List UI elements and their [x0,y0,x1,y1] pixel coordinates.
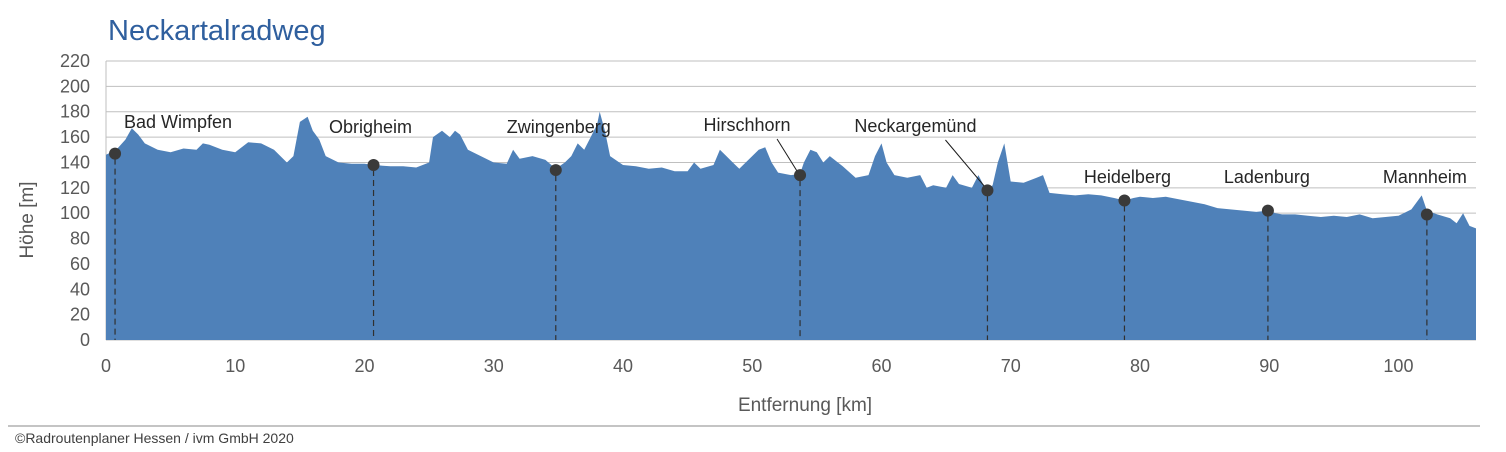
y-axis-title: Höhe [m] [17,181,38,258]
x-tick-label: 10 [225,356,245,376]
x-tick-label: 60 [871,356,891,376]
place-label: Ladenburg [1224,167,1310,187]
y-tick-label: 200 [60,76,90,96]
y-tick-label: 20 [70,305,90,325]
x-tick-label: 40 [613,356,633,376]
place-marker [109,147,122,160]
y-axis-ticks: 0 20 40 60 80 100 120 140 160 180 200 220 [60,51,90,350]
x-tick-label: 50 [742,356,762,376]
x-tick-label: 100 [1383,356,1413,376]
place-marker [981,184,994,197]
x-axis-title: Entfernung [km] [738,395,872,416]
elevation-area-layer [106,111,1476,340]
place-label: Bad Wimpfen [124,112,232,132]
x-tick-label: 80 [1130,356,1150,376]
place-leader-line [776,138,798,172]
x-tick-label: 0 [101,356,111,376]
x-tick-label: 30 [484,356,504,376]
x-axis-ticks: 0 10 20 30 40 50 60 70 80 90 100 [101,356,1413,376]
y-tick-label: 220 [60,51,90,71]
place-marker [794,169,807,182]
place-leader-line [945,139,985,187]
place-marker [1261,204,1274,217]
y-tick-label: 140 [60,152,90,172]
y-tick-label: 160 [60,127,90,147]
place-label: Heidelberg [1084,167,1171,187]
place-label: Hirschhorn [704,115,791,135]
y-tick-label: 120 [60,178,90,198]
y-tick-label: 60 [70,254,90,274]
place-label: Obrigheim [329,117,412,137]
x-tick-label: 20 [354,356,374,376]
x-tick-label: 90 [1259,356,1279,376]
copyright-footer: ©Radroutenplaner Hessen / ivm GmbH 2020 [15,430,294,446]
y-tick-label: 0 [80,330,90,350]
chart-title: Neckartalradweg [108,15,326,47]
place-marker [367,158,380,171]
place-label: Zwingenberg [507,117,611,137]
place-label: Mannheim [1383,167,1467,187]
y-tick-label: 80 [70,229,90,249]
place-marker [1420,208,1433,221]
y-tick-label: 100 [60,203,90,223]
place-marker [549,164,562,177]
place-label: Neckargemünd [854,116,976,136]
y-tick-label: 40 [70,279,90,299]
x-tick-label: 70 [1001,356,1021,376]
place-marker [1118,194,1131,207]
place-markers: Bad Wimpfen Obrigheim Zwingenberg Hirschhor… [109,112,1467,340]
elevation-area [106,111,1476,340]
y-tick-label: 180 [60,102,90,122]
